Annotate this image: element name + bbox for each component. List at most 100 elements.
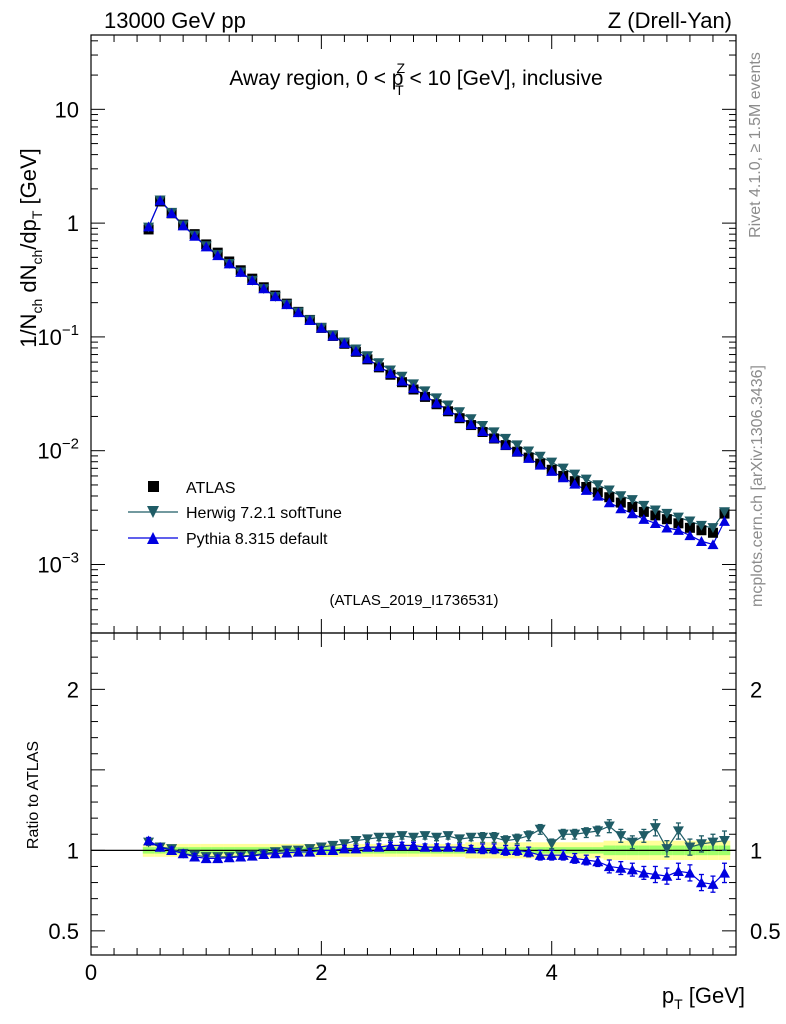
main-point-pythia <box>304 315 316 325</box>
ratio-point-herwig <box>534 824 546 835</box>
ratio-point-pythia <box>143 835 155 846</box>
ratio-point-herwig <box>419 831 431 842</box>
main-point-pythia <box>626 508 638 519</box>
main-point-atlas <box>684 522 695 533</box>
ratio-point-herwig <box>373 832 385 843</box>
main-point-pythia <box>649 518 661 529</box>
main-y-tick-label: 10−3 <box>37 549 79 577</box>
ratio-plot-frame <box>90 632 737 956</box>
main-point-atlas <box>673 518 684 529</box>
main-point-herwig <box>707 523 719 534</box>
ratio-point-pythia <box>523 846 535 857</box>
ratio-y-axis-label: Ratio to ATLAS <box>25 741 42 849</box>
main-point-herwig <box>615 491 627 502</box>
main-point-pythia <box>396 375 408 386</box>
main-point-herwig <box>661 508 673 519</box>
main-point-pythia <box>269 291 281 302</box>
main-point-herwig <box>569 469 581 480</box>
title-sub: T <box>395 82 404 98</box>
main-point-pythia <box>154 195 166 206</box>
ratio-point-pythia <box>223 852 235 863</box>
main-point-pythia <box>500 439 512 450</box>
main-point-pythia <box>603 497 615 508</box>
ratio-point-pythia <box>488 843 500 854</box>
main-panel: Away region, 0 < pZ T < 10 [GeV], inclusi… <box>16 34 737 634</box>
x-tick-label: 0 <box>85 960 97 985</box>
ratio-point-pythia <box>419 841 431 852</box>
main-point-pythia <box>408 383 419 393</box>
ratio-point-herwig <box>511 834 523 845</box>
main-point-pythia <box>465 419 477 430</box>
legend-atlas-label: ATLAS <box>186 480 236 497</box>
ratio-point-pythia <box>580 854 592 865</box>
main-point-herwig <box>626 495 638 506</box>
main-point-pythia <box>223 258 235 269</box>
main-point-pythia <box>419 390 431 401</box>
main-point-pythia <box>315 322 327 333</box>
main-y-tick-label: 10 <box>55 97 79 122</box>
ratio-point-pythia <box>315 845 327 856</box>
main-point-herwig <box>488 427 500 438</box>
ratio-point-pythia <box>361 841 373 852</box>
main-point-herwig <box>557 463 569 474</box>
main-point-herwig <box>500 433 512 444</box>
ratio-point-pythia <box>338 843 350 854</box>
ratio-point-herwig <box>649 823 661 834</box>
ratio-point-pythia <box>615 862 627 873</box>
ratio-point-herwig <box>546 839 558 850</box>
main-point-pythia <box>177 220 189 231</box>
main-watermark: (ATLAS_2019_I1736531) <box>329 592 498 609</box>
ratio-y-tick-label-right: 1 <box>750 838 762 863</box>
main-point-herwig <box>649 505 661 516</box>
main-point-pythia <box>477 426 489 437</box>
title-sup: Z <box>397 60 406 76</box>
ratio-point-herwig <box>626 837 638 848</box>
main-point-pythia <box>557 472 569 483</box>
main-point-pythia <box>384 368 396 379</box>
legend-herwig-label: Herwig 7.2.1 softTune <box>186 505 342 522</box>
ratio-point-herwig <box>718 836 730 846</box>
main-point-pythia <box>546 466 558 476</box>
main-point-herwig <box>523 446 535 457</box>
main-point-pythia <box>212 250 224 261</box>
ratio-point-pythia <box>177 848 189 859</box>
ratio-point-herwig <box>361 834 373 845</box>
ratio-point-pythia <box>465 843 477 854</box>
main-point-pythia <box>258 283 270 294</box>
ratio-y-tick-label-left: 2 <box>67 677 79 702</box>
ratio-point-herwig <box>661 844 673 854</box>
main-point-pythia <box>707 539 719 550</box>
main-point-pythia <box>615 503 627 514</box>
main-point-pythia <box>511 446 523 457</box>
ratio-point-herwig <box>592 826 604 837</box>
main-point-pythia <box>143 221 155 232</box>
ratio-point-herwig <box>638 831 650 842</box>
main-point-herwig <box>638 500 650 511</box>
main-point-atlas <box>604 492 615 503</box>
ratio-point-herwig <box>695 839 707 850</box>
ratio-point-pythia <box>534 849 546 860</box>
ratio-point-herwig <box>707 837 719 848</box>
ratio-point-pythia <box>408 840 419 851</box>
main-point-atlas <box>627 502 638 513</box>
ratio-point-pythia <box>442 841 454 852</box>
legend: ATLAS Herwig 7.2.1 softTune Pythia 8.315… <box>128 480 342 548</box>
header-left: 13000 GeV pp <box>104 8 246 33</box>
ratio-point-herwig <box>350 836 362 846</box>
ratio-point-pythia <box>638 867 650 878</box>
ratio-point-pythia <box>603 861 615 872</box>
ratio-point-pythia <box>246 850 258 861</box>
ratio-point-pythia <box>661 870 673 881</box>
ratio-point-herwig <box>500 836 512 846</box>
ratio-point-herwig <box>465 832 477 843</box>
main-point-herwig <box>672 512 684 523</box>
ratio-point-pythia <box>684 867 696 878</box>
ratio-point-herwig <box>384 832 396 843</box>
ratio-point-pythia <box>626 864 638 875</box>
ratio-point-pythia <box>373 841 385 852</box>
main-point-pythia <box>189 230 201 241</box>
ratio-point-pythia <box>269 848 281 859</box>
ratio-point-pythia <box>557 849 569 860</box>
main-point-herwig <box>534 451 546 462</box>
main-point-herwig <box>580 474 592 485</box>
